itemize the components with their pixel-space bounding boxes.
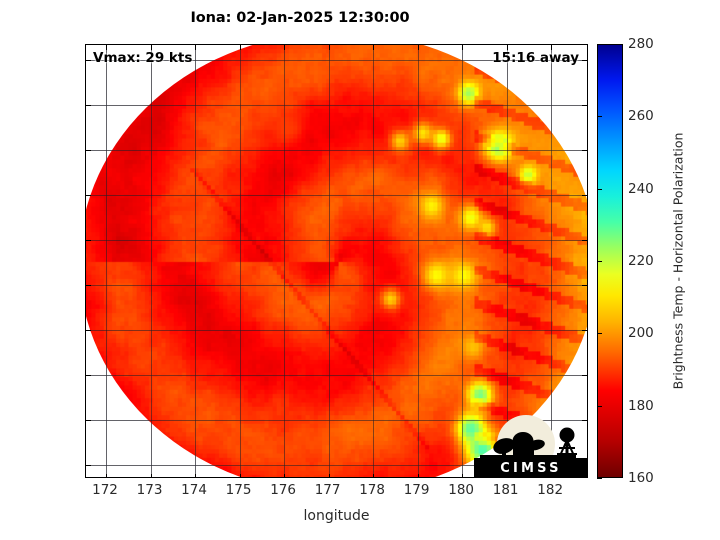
cimss-logo-graphic: CIMSS bbox=[474, 415, 588, 477]
x-tick-mark bbox=[195, 474, 197, 477]
x-tick-label: 172 bbox=[92, 482, 118, 498]
satellite-dish-icon bbox=[493, 438, 515, 454]
x-tick-mark bbox=[373, 474, 375, 477]
y-tick-mark bbox=[86, 374, 91, 376]
y-tick-mark bbox=[86, 419, 91, 421]
y-tick-mark bbox=[582, 194, 587, 196]
colorbar-tick-mark bbox=[597, 478, 602, 479]
page-title: Iona: 02-Jan-2025 12:30:00 bbox=[190, 10, 410, 26]
y-tick-mark bbox=[86, 329, 91, 331]
x-tick-mark bbox=[328, 474, 330, 477]
tower-brace-1 bbox=[559, 447, 575, 449]
cimss-logo: CIMSS bbox=[474, 414, 588, 478]
y-tick-mark bbox=[582, 374, 587, 376]
colorbar-tick-mark bbox=[597, 405, 602, 407]
x-tick-label: 178 bbox=[359, 482, 385, 498]
y-tick-mark bbox=[582, 149, 587, 151]
x-tick-label: 175 bbox=[225, 482, 252, 498]
colorbar-tick-label: 220 bbox=[628, 253, 654, 269]
y-tick-mark bbox=[86, 59, 91, 61]
x-tick-mark bbox=[328, 45, 330, 50]
x-tick-mark bbox=[417, 45, 419, 50]
x-tick-label: 177 bbox=[314, 482, 341, 498]
x-tick-label: 182 bbox=[537, 482, 564, 498]
colorbar-tick-mark bbox=[597, 188, 602, 190]
x-tick-label: 181 bbox=[492, 482, 519, 498]
x-tick-mark bbox=[462, 474, 464, 477]
x-tick-label: 179 bbox=[403, 482, 430, 498]
y-tick-mark bbox=[582, 419, 587, 421]
y-tick-mark bbox=[86, 239, 91, 241]
y-tick-mark bbox=[582, 239, 587, 241]
dish-mast bbox=[502, 447, 506, 457]
y-tick-mark bbox=[582, 59, 587, 61]
x-tick-mark bbox=[106, 474, 108, 477]
y-tick-mark bbox=[582, 329, 587, 331]
y-tick-mark bbox=[86, 284, 91, 286]
x-tick-mark bbox=[462, 45, 464, 50]
colorbar-tick-mark bbox=[597, 333, 602, 335]
colorbar-tick-label: 280 bbox=[628, 36, 654, 52]
colorbar-tick-mark bbox=[597, 116, 602, 118]
tower-brace-2 bbox=[557, 453, 577, 455]
x-tick-mark bbox=[373, 45, 375, 50]
x-tick-mark bbox=[239, 474, 241, 477]
logo-text: CIMSS bbox=[500, 461, 561, 476]
colorbar-tick-label: 200 bbox=[628, 325, 654, 342]
colorbar-tick-label: 260 bbox=[628, 108, 654, 125]
x-tick-mark bbox=[150, 45, 152, 50]
colorbar-tick-label: 240 bbox=[628, 180, 654, 197]
x-tick-mark bbox=[195, 45, 197, 50]
second-dish-icon bbox=[527, 439, 545, 451]
x-tick-mark bbox=[284, 45, 286, 50]
plot-clip bbox=[86, 45, 587, 477]
water-tower-tank bbox=[559, 427, 575, 443]
y-tick-mark bbox=[582, 284, 587, 286]
x-tick-mark bbox=[506, 45, 508, 50]
y-tick-mark bbox=[86, 149, 91, 151]
x-tick-mark bbox=[239, 45, 241, 50]
colorbar-tick-label: 160 bbox=[628, 470, 654, 486]
colorbar-tick-label: 180 bbox=[628, 397, 654, 414]
colorbar-tick-mark bbox=[597, 44, 602, 45]
x-tick-mark bbox=[106, 45, 108, 50]
x-tick-mark bbox=[284, 474, 286, 477]
x-tick-label: 173 bbox=[136, 482, 163, 498]
y-tick-mark bbox=[86, 464, 91, 466]
x-axis-title: longitude bbox=[303, 508, 370, 524]
plot-axes bbox=[85, 44, 588, 478]
microwave-swath-disc bbox=[86, 45, 587, 477]
x-tick-mark bbox=[150, 474, 152, 477]
logo-silhouette bbox=[474, 427, 588, 477]
y-tick-mark bbox=[582, 104, 587, 106]
x-tick-mark bbox=[417, 474, 419, 477]
colorbar-title: Brightness Temp - Horizontal Polarizatio… bbox=[670, 132, 686, 390]
time-away-annotation: 15:16 away bbox=[492, 50, 579, 66]
vmax-annotation: Vmax: 29 kts bbox=[93, 50, 193, 66]
brightness-temp-raster bbox=[86, 45, 587, 477]
colorbar-tick-mark bbox=[597, 261, 602, 262]
y-tick-mark bbox=[86, 194, 91, 196]
x-tick-label: 174 bbox=[181, 482, 207, 498]
x-tick-label: 176 bbox=[270, 482, 296, 498]
x-tick-label: 180 bbox=[448, 482, 475, 498]
y-tick-mark bbox=[86, 104, 91, 106]
logo-ground bbox=[480, 455, 576, 463]
y-axis-title: latitude bbox=[0, 234, 2, 288]
x-tick-mark bbox=[551, 45, 553, 50]
